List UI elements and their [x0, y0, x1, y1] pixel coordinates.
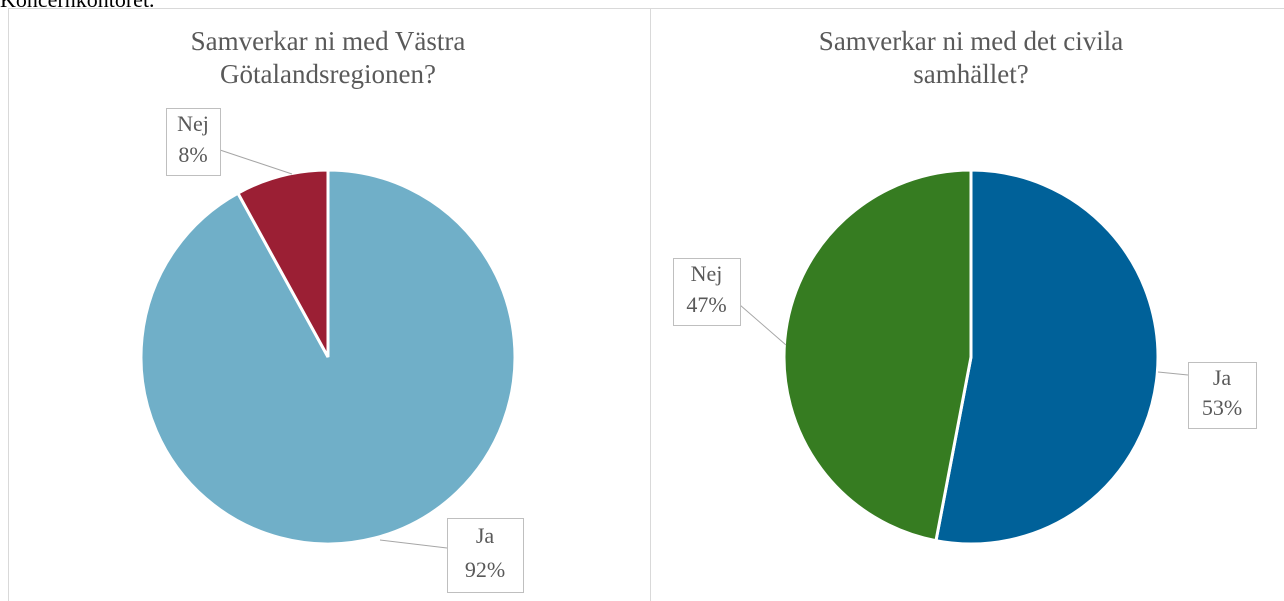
- category-label: Ja: [476, 523, 495, 548]
- heading: Koncernkontoret.: [0, 0, 155, 12]
- leader-line: [1157, 371, 1189, 376]
- label-box: [447, 518, 524, 593]
- category-label: Nej: [691, 261, 723, 286]
- pie-slice: [782, 168, 973, 543]
- chart-title: Samverkar ni med Västra: [191, 26, 466, 56]
- chart-title: Samverkar ni med det civila: [819, 26, 1123, 56]
- leader-line: [379, 539, 448, 549]
- label-box: [673, 258, 741, 326]
- chart-title: samhället?: [913, 59, 1028, 89]
- chart-frame: [650, 8, 1284, 601]
- pie-slice: [934, 168, 1160, 546]
- leader-line: [739, 304, 787, 346]
- pie-slice: [235, 168, 330, 358]
- value-label: 53%: [1202, 395, 1242, 420]
- value-label: 47%: [686, 292, 726, 317]
- label-box: [1188, 362, 1257, 429]
- value-label: 92%: [465, 557, 505, 582]
- category-label: Ja: [1213, 365, 1232, 390]
- value-label: 8%: [178, 142, 207, 167]
- leader-line: [219, 149, 293, 175]
- label-box: [166, 108, 221, 176]
- chart-title: Götalandsregionen?: [220, 59, 436, 89]
- category-label: Nej: [177, 111, 209, 136]
